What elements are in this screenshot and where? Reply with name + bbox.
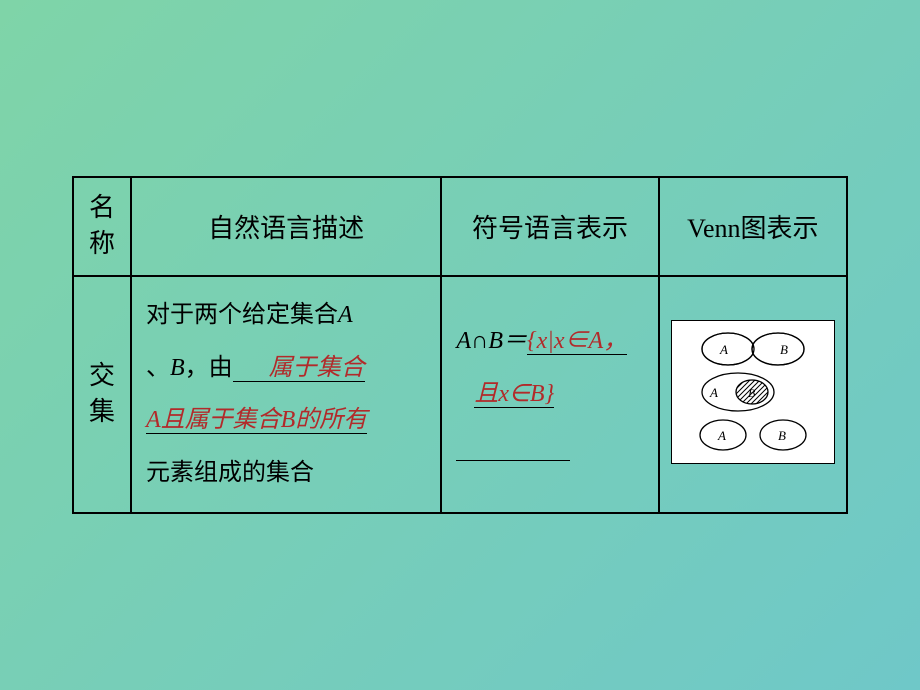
desc-fill-2d: 的所有 [295, 407, 367, 433]
desc-fill-2a: A [146, 407, 161, 433]
header-name: 名 称 [73, 177, 131, 276]
desc-set-b: B [170, 355, 185, 381]
header-name-char1: 名 [88, 190, 116, 226]
desc-suffix: 元素组成的集合 [146, 460, 314, 486]
set-operations-table: 名 称 自然语言描述 符号语言表示 Venn图表示 交 集 对于两个给定集合 A … [72, 176, 848, 514]
header-venn: Venn图表示 [659, 177, 847, 276]
venn-row-overlap: A B [702, 333, 804, 365]
header-symbol: 符号语言表示 [441, 177, 658, 276]
row-name-char1: 交 [88, 358, 116, 394]
row-name-char2: 集 [88, 394, 116, 430]
desc-sep2: ，由 [185, 355, 233, 381]
venn-label-a-1: A [719, 342, 728, 357]
desc-text-1: 对于两个给定集合 [146, 302, 338, 328]
sym-f2b: x [498, 381, 509, 407]
venn-row-subset: A B [702, 373, 774, 411]
desc-sep1: 、 [146, 355, 170, 381]
sym-f2e: } [545, 381, 555, 407]
sym-fill-1: {x|x∈A， [527, 328, 627, 355]
sym-f1e: A [589, 328, 604, 354]
row-venn: A B A B A B [659, 276, 847, 513]
sym-f1d: ∈ [565, 328, 589, 354]
sym-f1f: ， [603, 328, 627, 354]
row-symbol: A∩B＝{x|x∈A， 且x∈B} [441, 276, 658, 513]
sym-fill-2: 且x∈B} [474, 381, 554, 408]
venn-diagram-box: A B A B A B [671, 320, 835, 464]
row-name: 交 集 [73, 276, 131, 513]
slide-content: 名 称 自然语言描述 符号语言表示 Venn图表示 交 集 对于两个给定集合 A … [0, 176, 920, 514]
desc-fill-2c: B [281, 407, 296, 433]
row-desc: 对于两个给定集合A 、B，由 属于集合 A且属于集合B的所有 元素组成的集合 [131, 276, 441, 513]
venn-svg: A B A B A B [678, 327, 828, 457]
sym-f2c: ∈ [509, 381, 530, 407]
venn-row-disjoint: A B [700, 420, 806, 450]
header-name-char2: 称 [88, 226, 116, 262]
sym-f1a: { [527, 328, 537, 354]
sym-f1c: |x [547, 328, 564, 354]
desc-fill-2b: 且属于集合 [161, 407, 281, 433]
venn-label-b-2: B [748, 386, 756, 400]
desc-fill-2: A且属于集合B的所有 [146, 407, 367, 434]
sym-f2a: 且 [474, 381, 498, 407]
table-header-row: 名 称 自然语言描述 符号语言表示 Venn图表示 [73, 177, 847, 276]
table-row: 交 集 对于两个给定集合A 、B，由 属于集合 A且属于集合B的所有 元素组成的… [73, 276, 847, 513]
sym-lhs: A∩B＝ [456, 328, 527, 354]
sym-f2d: B [530, 381, 545, 407]
sym-f1b: x [537, 328, 548, 354]
desc-fill-1: 属于集合 [269, 355, 365, 382]
venn-label-a-3: A [717, 428, 726, 443]
venn-label-b-1: B [780, 342, 788, 357]
sym-blank-tail [456, 434, 570, 461]
venn-label-b-3: B [778, 428, 786, 443]
desc-set-a: A [338, 302, 353, 328]
venn-label-a-2: A [709, 385, 718, 400]
desc-blank-lead [233, 355, 269, 382]
header-desc: 自然语言描述 [131, 177, 441, 276]
